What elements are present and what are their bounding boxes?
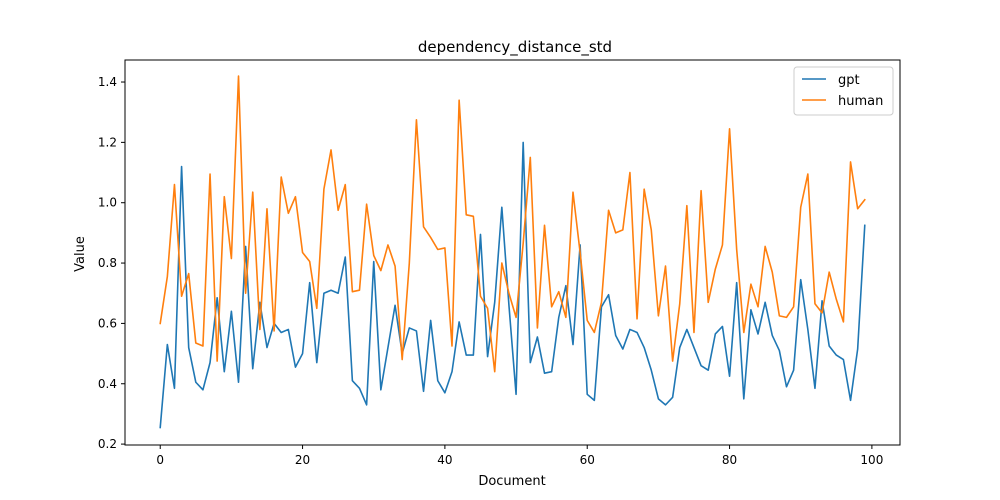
y-tick-label: 0.2 <box>98 437 117 451</box>
series-line-gpt <box>159 141 866 429</box>
x-tick-label: 80 <box>722 453 737 467</box>
x-axis-title: Document <box>478 474 545 489</box>
x-tick-label: 100 <box>860 453 883 467</box>
plot-area <box>124 59 901 446</box>
y-tick-label: 1.2 <box>98 135 117 149</box>
y-tick-label: 1.4 <box>98 75 117 89</box>
x-tick-label: 0 <box>156 453 164 467</box>
y-tick-label: 1.0 <box>98 196 117 210</box>
series-line-human <box>159 75 866 373</box>
x-tick-label: 20 <box>295 453 310 467</box>
x-tick-label: 40 <box>437 453 452 467</box>
y-tick-label: 0.8 <box>98 256 117 270</box>
chart-title: dependency_distance_std <box>418 38 612 57</box>
axes-frame <box>124 59 901 446</box>
legend: gpt human <box>793 66 894 116</box>
y-axis-title: Value <box>73 236 88 272</box>
y-tick-label: 0.4 <box>98 377 117 391</box>
axis-ticks: 0 20 40 60 80 100 0.2 0.4 0.6 0.8 1.0 1.2 1.4 <box>98 75 883 467</box>
x-tick-label: 60 <box>580 453 595 467</box>
y-tick-label: 0.6 <box>98 316 117 330</box>
legend-label-human: human <box>838 94 883 109</box>
legend-label-gpt: gpt <box>838 73 860 88</box>
